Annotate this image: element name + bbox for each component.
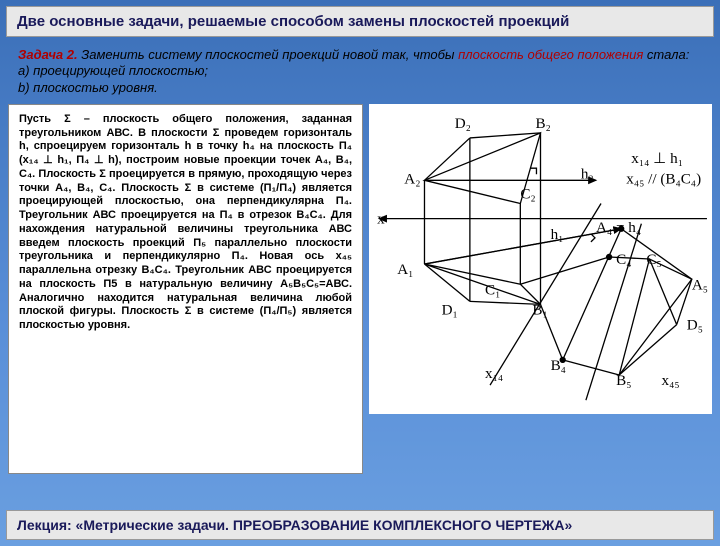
label-h2: h₂ xyxy=(581,166,594,182)
label-A5: A₅ xyxy=(692,277,708,293)
label-B2: B₂ xyxy=(535,116,550,132)
label-A1: A₁ xyxy=(397,262,413,278)
label-C4: C₄ xyxy=(616,252,631,268)
option-b: b) плоскостью уровня. xyxy=(18,80,158,95)
footer-label: Лекция: xyxy=(17,517,72,533)
footer-bar: Лекция: «Метрические задачи. ПРЕОБРАЗОВА… xyxy=(6,510,714,540)
header-bar: Две основные задачи, решаемые способом з… xyxy=(6,6,714,37)
label-x: x xyxy=(377,211,385,227)
geometry-diagram: D₂ B₂ A₂ h₂ C₂ x x₁₄ ⊥ h₁ x₄₅ // (B₄C₄) h₁ A₄ = h… xyxy=(369,104,712,414)
became: стала: xyxy=(643,47,689,62)
highlight-plane: плоскость общего положения xyxy=(458,47,643,62)
footer-text: «Метрические задачи. ПРЕОБРАЗОВАНИЕ КОМП… xyxy=(72,517,573,533)
header-text: Две основные задачи, решаемые способом з… xyxy=(17,13,569,30)
label-x14: x₁₄ xyxy=(485,366,503,382)
label-x14p: x₁₄ ⊥ h₁ xyxy=(631,151,683,167)
label-D5: D₅ xyxy=(687,317,703,333)
main-text-block: Пусть Σ – плоскость общего положения, за… xyxy=(8,104,363,474)
body-text: Пусть Σ – плоскость общего положения, за… xyxy=(19,113,352,331)
label-C2: C₂ xyxy=(520,186,535,202)
intro-block: Задача 2. Заменить систему плоскостей пр… xyxy=(0,43,720,104)
label-A2: A₂ xyxy=(404,171,420,187)
label-D2: D₂ xyxy=(455,116,471,132)
task-text: Заменить систему плоскостей проекций нов… xyxy=(78,47,458,62)
label-h1: h₁ xyxy=(551,227,564,243)
label-D1: D₁ xyxy=(442,302,458,318)
label-x45: x₄₅ xyxy=(662,373,680,389)
label-B1: B₁ xyxy=(532,302,547,318)
option-a: a) проецирующей плоскостью; xyxy=(18,63,208,78)
label-x45p: x₄₅ // (B₄C₄) xyxy=(626,171,701,187)
task-label: Задача 2. xyxy=(18,47,78,62)
content-row: Пусть Σ – плоскость общего положения, за… xyxy=(0,104,720,474)
label-B4: B₄ xyxy=(551,358,566,374)
label-C5: C₅ xyxy=(646,252,661,268)
label-C1: C₁ xyxy=(485,282,500,298)
label-B5: B₅ xyxy=(616,373,631,389)
label-A4h4: A₄ = h₄ xyxy=(596,220,641,236)
